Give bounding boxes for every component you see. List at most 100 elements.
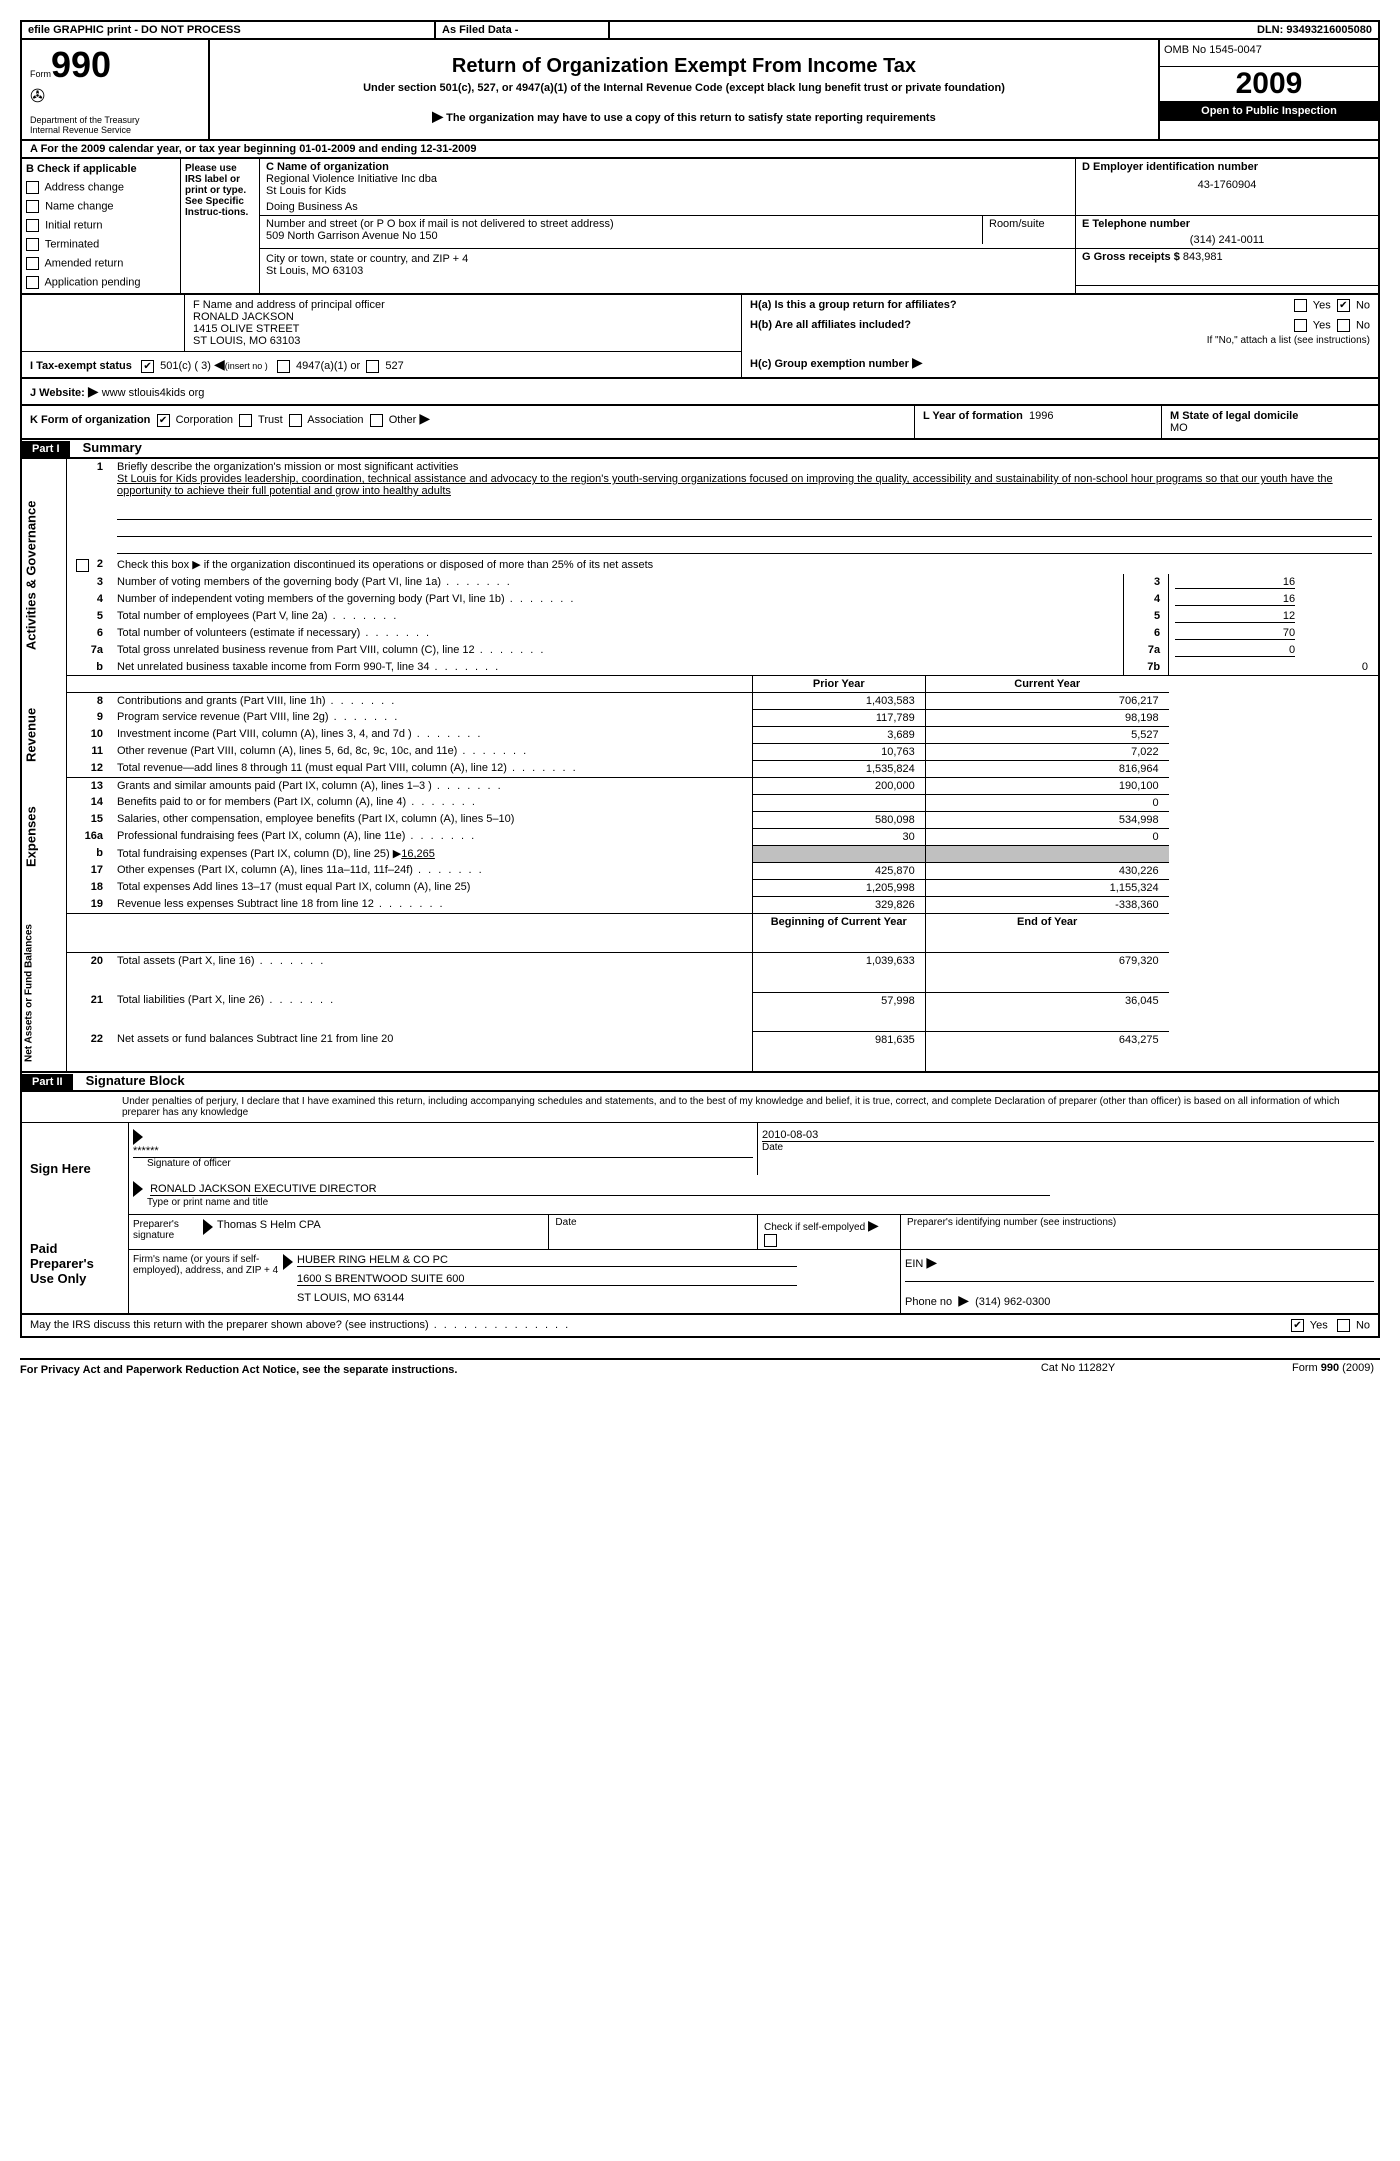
page-footer: For Privacy Act and Paperwork Reduction …: [20, 1358, 1380, 1380]
l11cy: 7,022: [925, 743, 1168, 760]
form-ref: Form 990 (2009): [1173, 1359, 1380, 1380]
section-d-label: D Employer identification number: [1082, 161, 1372, 173]
cat-no: Cat No 11282Y: [983, 1359, 1173, 1380]
l12: Total revenue—add lines 8 through 11 (mu…: [117, 762, 507, 774]
discuss-yes-cb[interactable]: [1291, 1319, 1304, 1332]
prep-ein-label: EIN: [905, 1258, 923, 1270]
l11: Other revenue (Part VIII, column (A), li…: [117, 745, 457, 757]
efile-notice: efile GRAPHIC print - DO NOT PROCESS: [21, 21, 435, 39]
part2-header: Part II Signature Block: [20, 1073, 1380, 1092]
prior-year-hdr: Prior Year: [752, 675, 925, 692]
name-change: Name change: [45, 200, 114, 212]
l12py: 1,535,824: [752, 760, 925, 777]
l21py: 57,998: [752, 992, 925, 1031]
k-other-cb[interactable]: [370, 414, 383, 427]
l7a: Total gross unrelated business revenue f…: [117, 644, 475, 656]
street-label: Number and street (or P O box if mail is…: [266, 218, 976, 230]
l13: Grants and similar amounts paid (Part IX…: [117, 780, 432, 792]
section-e-label: E Telephone number: [1082, 218, 1372, 230]
discuss-no-cb[interactable]: [1337, 1319, 1350, 1332]
l20: Total assets (Part X, line 16): [117, 955, 255, 967]
l2-cb[interactable]: [76, 559, 89, 572]
l3v: 16: [1175, 576, 1295, 589]
gross-receipts: 843,981: [1183, 251, 1223, 263]
l10: Investment income (Part VIII, column (A)…: [117, 728, 412, 740]
vert-revenue: Revenue: [21, 692, 67, 777]
sig-date-label: Date: [762, 1142, 1374, 1153]
l14: Benefits paid to or for members (Part IX…: [117, 796, 406, 808]
l3: Number of voting members of the governin…: [117, 576, 441, 588]
tax-year2: 2009: [1160, 67, 1378, 101]
l2: Check this box ▶ if the organization dis…: [111, 556, 1379, 574]
addr-change-cb[interactable]: [26, 181, 39, 194]
hb-note: If "No," attach a list (see instructions…: [750, 335, 1370, 346]
street: 509 North Garrison Avenue No 150: [266, 230, 976, 242]
i-527-cb[interactable]: [366, 360, 379, 373]
sign-arrow-icon: [133, 1129, 143, 1145]
l19py: 329,826: [752, 896, 925, 913]
ein: 43-1760904: [1082, 179, 1372, 191]
prep-name: Thomas S Helm CPA: [217, 1219, 321, 1241]
i-501c: 501(c) ( 3): [160, 360, 211, 372]
l17: Other expenses (Part IX, column (A), lin…: [117, 864, 413, 876]
l18py: 1,205,998: [752, 879, 925, 896]
hb-no-cb[interactable]: [1337, 319, 1350, 332]
form-label2: Form: [30, 69, 51, 79]
l8: Contributions and grants (Part VIII, lin…: [117, 695, 326, 707]
ha-no-cb[interactable]: [1337, 299, 1350, 312]
vert-governance: Activities & Governance: [21, 459, 67, 692]
officer-typed: RONALD JACKSON EXECUTIVE DIRECTOR: [150, 1183, 1050, 1196]
name-change-cb[interactable]: [26, 200, 39, 213]
prep-phone-label: Phone no: [905, 1296, 952, 1308]
current-year-hdr: Current Year: [925, 675, 1168, 692]
k-corp: Corporation: [176, 414, 233, 426]
sign-arrow-icon2: [133, 1181, 143, 1197]
l10py: 3,689: [752, 726, 925, 743]
l22: Net assets or fund balances Subtract lin…: [117, 1033, 393, 1045]
l11py: 10,763: [752, 743, 925, 760]
perjury: Under penalties of perjury, I declare th…: [21, 1092, 1379, 1123]
self-emp-cb[interactable]: [764, 1234, 777, 1247]
checkif: Check if self-empolyed: [764, 1222, 865, 1233]
initial-return-cb[interactable]: [26, 219, 39, 232]
room-label: Room/suite: [983, 216, 1076, 244]
top-bar: efile GRAPHIC print - DO NOT PROCESS As …: [20, 20, 1380, 40]
part1-header: Part I Summary: [20, 440, 1380, 459]
city: St Louis, MO 63103: [266, 265, 1069, 277]
hc-label: H(c) Group exemption number: [750, 358, 909, 370]
sig-label: Signature of officer: [133, 1158, 753, 1169]
hb-yes-cb[interactable]: [1294, 319, 1307, 332]
part2-label: Part II: [22, 1074, 73, 1090]
prep-sig-label: Preparer's signature: [133, 1219, 203, 1241]
l9: Program service revenue (Part VIII, line…: [117, 711, 329, 723]
l22py: 981,635: [752, 1031, 925, 1072]
ha-yes-cb[interactable]: [1294, 299, 1307, 312]
l5v: 12: [1175, 610, 1295, 623]
amended-cb[interactable]: [26, 257, 39, 270]
i-4947-cb[interactable]: [277, 360, 290, 373]
ha-no: No: [1356, 299, 1370, 311]
part2-title: Signature Block: [76, 1073, 185, 1088]
l16bval: 16,265: [401, 848, 435, 860]
l8cy: 706,217: [925, 692, 1168, 709]
l4v: 16: [1175, 593, 1295, 606]
sign-here: Sign Here: [21, 1123, 129, 1215]
k-trust-cb[interactable]: [239, 414, 252, 427]
prep-phone: (314) 962-0300: [975, 1296, 1050, 1308]
i-501c-cb[interactable]: [141, 360, 154, 373]
k-corp-cb[interactable]: [157, 414, 170, 427]
k-assoc-cb[interactable]: [289, 414, 302, 427]
l6v: 70: [1175, 627, 1295, 640]
app-pending-cb[interactable]: [26, 276, 39, 289]
l15cy: 534,998: [925, 811, 1168, 828]
section-b-title: B Check if applicable: [26, 163, 176, 175]
terminated-cb[interactable]: [26, 238, 39, 251]
l21cy: 36,045: [925, 992, 1168, 1031]
please-use: Please use IRS label or print or type. S…: [181, 159, 260, 294]
app-pending: Application pending: [44, 276, 140, 288]
ha-label: H(a) Is this a group return for affiliat…: [750, 299, 957, 311]
m-value: MO: [1170, 422, 1188, 434]
section-klm: K Form of organization Corporation Trust…: [20, 406, 1380, 440]
k-other: Other: [389, 414, 417, 426]
form-note2: The organization may have to use a copy …: [446, 112, 936, 124]
